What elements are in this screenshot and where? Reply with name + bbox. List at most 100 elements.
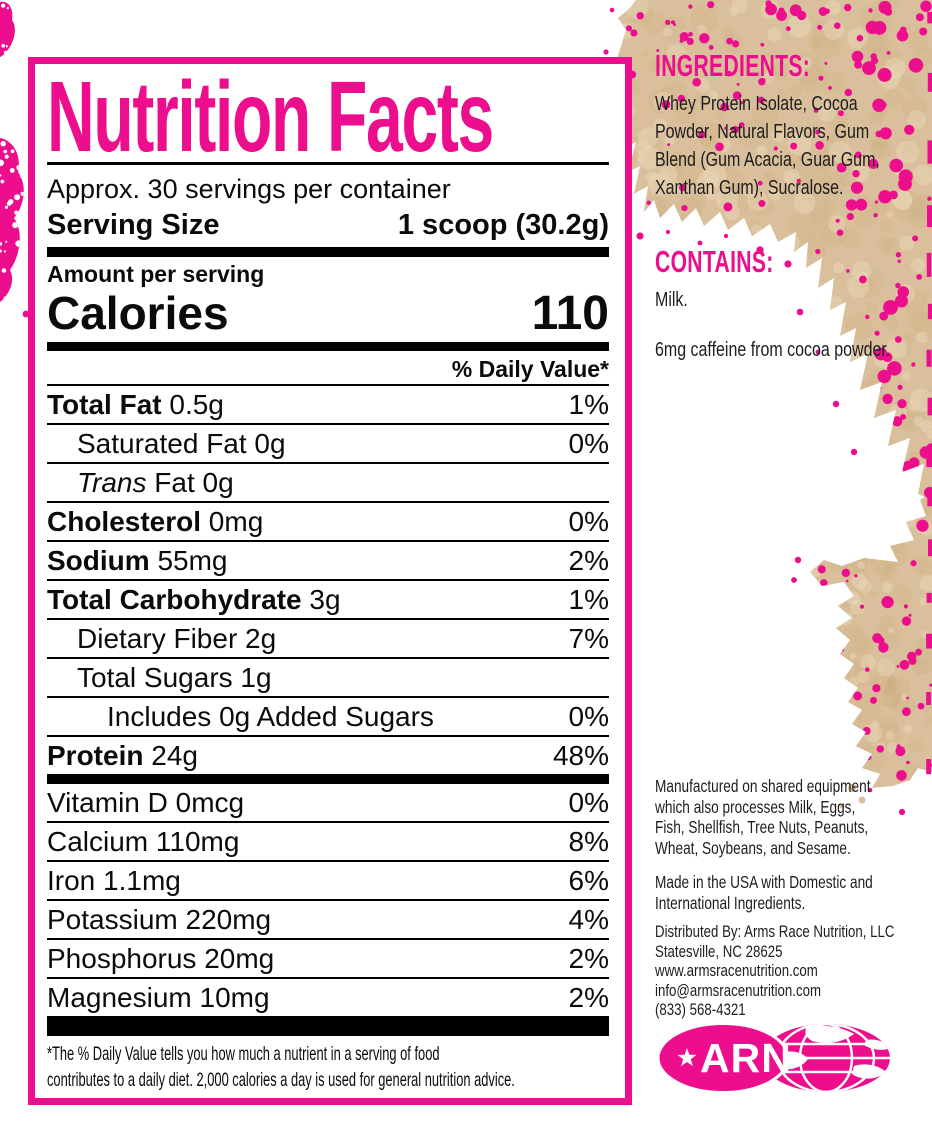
section-divider-bar [47,342,609,351]
daily-value-percent: 48% [552,740,609,771]
text-line: info@armsracenutrition.com [655,980,822,1000]
calories-value: 110 [531,287,609,340]
nutrient-name: Potassium 220mg [47,904,272,935]
text-line: Wheat, Soybeans, and Sesame. [655,837,851,858]
nutrient-row: Iron 1.1mg 6% [47,862,609,901]
daily-value-percent: 2% [568,982,609,1013]
amount-per-serving-label: Amount per serving [47,261,265,287]
stray-speckles [22,7,906,816]
daily-value-percent: 1% [568,584,609,615]
text-line: Made in the USA with Domestic and [655,872,873,892]
nutrient-name: Iron 1.1mg [47,865,181,896]
daily-value-percent: 0% [568,506,609,537]
calories-label: Calories [47,287,229,339]
text-line: Whey Protein Isolate, Cocoa [655,92,858,115]
nutrient-row: Dietary Fiber 2g 7% [47,620,609,659]
grunge-holes [0,1,24,302]
pink-grunge-mark-top-left [0,1,15,57]
nutrition-facts-title: Nutrition Facts [47,61,494,173]
nutrient-row: Cholesterol 0mg 0% [47,503,609,542]
nutrient-name: Dietary Fiber 2g [77,623,277,654]
globe-icon [762,1024,890,1092]
daily-value-percent: 0% [568,428,609,459]
daily-value-footnote: *The % Daily Value tells you how much a … [47,1041,609,1093]
nutrient-rows: Total Fat 0.5g 1% Saturated Fat 0g 0% Trans … [47,386,609,1026]
text-line: Manufactured on shared equipment [655,776,871,796]
ingredients-heading: INGREDIENTS: [655,48,811,83]
text-line: International Ingredients. [655,892,806,913]
daily-value-percent: 6% [568,865,609,896]
nutrient-name: Protein 24g [47,740,198,771]
nutrient-row: Total Carbohydrate 3g 1% [47,581,609,620]
nutrient-name: Includes 0g Added Sugars [107,701,434,732]
text-line: Xanthan Gum), Sucralose. [655,176,844,199]
nutrient-name: Magnesium 10mg [47,982,270,1013]
made-in-usa-notice: Made in the USA with Domestic and Interna… [655,872,932,913]
nutrient-row: Total Sugars 1g [47,659,609,698]
nutrient-name: Trans Fat 0g [77,467,234,498]
daily-value-percent: 0% [568,701,609,732]
text-line: which also processes Milk, Eggs, [655,796,856,817]
text-line: Powder, Natural Flavors, Gum [655,120,870,143]
daily-value-percent: 7% [568,623,609,654]
serving-size-label: Serving Size [47,209,220,241]
pink-edge-dashes [926,12,932,775]
nutrient-row: Calcium 110mg 8% [47,823,609,862]
nutrient-row: Phosphorus 20mg 2% [47,940,609,979]
arn-logo-text: ARN [700,1035,792,1081]
daily-value-percent: 2% [568,545,609,576]
star-icon [677,1048,697,1067]
section-divider-bar [47,774,609,784]
nutrient-name: Sodium 55mg [47,545,228,576]
arn-logo: ARN [656,1022,890,1094]
serving-size-value: 1 scoop (30.2g) [397,209,609,241]
nutrient-row: Trans Fat 0g [47,464,609,503]
daily-value-percent: 4% [568,904,609,935]
section-divider-bar [47,1026,609,1036]
nutrient-name: Total Fat 0.5g [47,389,224,420]
caffeine-text: 6mg caffeine from cocoa powder. [655,336,932,364]
text-line: www.armsracenutrition.com [655,961,818,980]
section-divider-bar [47,247,609,257]
nutrient-row: Saturated Fat 0g 0% [47,425,609,464]
section-divider-bar [47,1016,609,1026]
servings-per-container: Approx. 30 servings per container [47,174,451,204]
serving-size-row: Serving Size 1 scoop (30.2g) [47,207,609,243]
nutrient-name: Total Carbohydrate 3g [47,584,341,615]
nutrient-row: Sodium 55mg 2% [47,542,609,581]
daily-value-percent: 2% [568,943,609,974]
daily-value-percent: 1% [568,389,609,420]
nutrient-name: Calcium 110mg [47,826,240,857]
nutrient-row: Includes 0g Added Sugars 0% [47,698,609,737]
nutrient-row: Magnesium 10mg 2% [47,979,609,1016]
distributor-info: Distributed By: Arms Race Nutrition, LLC… [655,922,932,1020]
contains-heading: CONTAINS: [655,244,774,279]
nutrient-name: Phosphorus 20mg [47,943,275,974]
text-line: Blend (Gum Acacia, Guar Gum, [655,148,880,171]
nutrient-row: Vitamin D 0mcg 0% [47,784,609,823]
nutrient-name: Total Sugars 1g [77,662,272,693]
text-line: *The % Daily Value tells you how much a … [47,1043,440,1065]
nutrient-row: Protein 24g 48% [47,737,609,774]
milk-line: Milk. [655,288,688,311]
daily-value-header: % Daily Value* [47,354,609,386]
contains-milk-text: Milk. [655,286,697,314]
nutrient-row: Potassium 220mg 4% [47,901,609,940]
caffeine-line: 6mg caffeine from cocoa powder. [655,338,891,361]
nutrient-row: Total Fat 0.5g 1% [47,386,609,425]
text-line: contributes to a daily diet. 2,000 calor… [47,1069,515,1091]
calories-row: Calories 110 [47,288,609,339]
text-line: Distributed By: Arms Race Nutrition, LLC [655,922,895,941]
text-line: (833) 568-4321 [655,1000,746,1019]
nutrient-name: Cholesterol 0mg [47,506,264,537]
text-line: Fish, Shellfish, Tree Nuts, Peanuts, [655,817,869,837]
nutrient-name: Vitamin D 0mcg [47,787,245,818]
arn-oval: ARN [656,1022,792,1094]
daily-value-percent: 0% [568,787,609,818]
shared-equipment-notice: Manufactured on shared equipment which al… [655,776,931,858]
nutrition-facts-panel: Nutrition Facts Approx. 30 servings per … [28,57,632,1105]
nutrient-name: Saturated Fat 0g [77,428,286,459]
title-underline [47,162,609,165]
